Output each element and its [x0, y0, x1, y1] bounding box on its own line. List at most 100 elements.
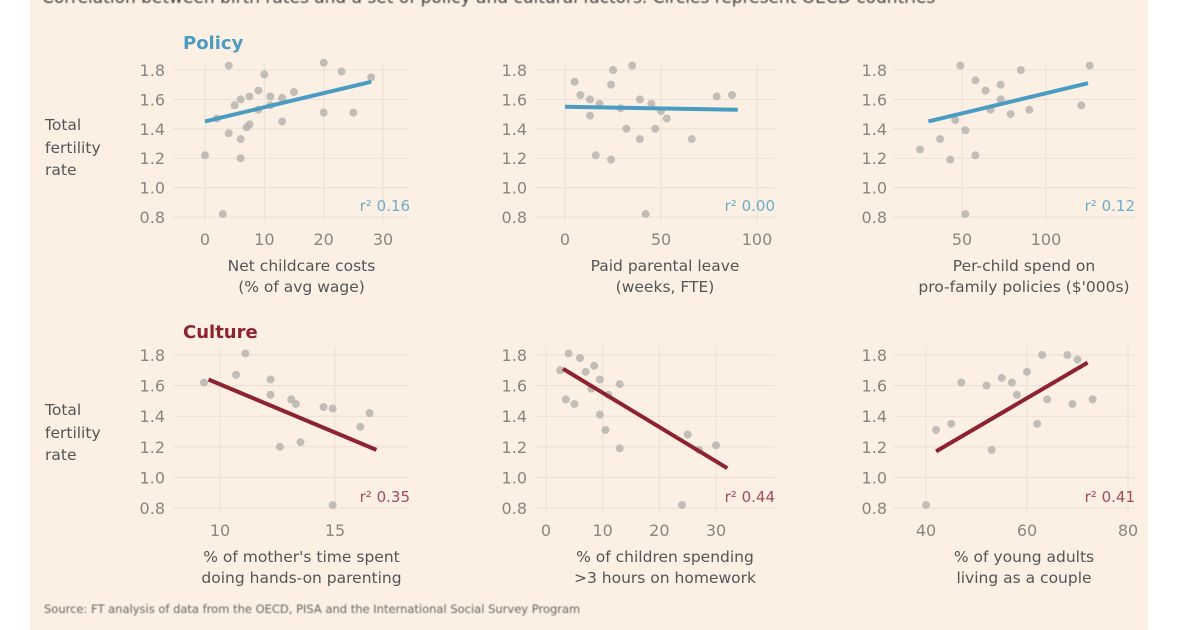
x-tick-label: 15: [325, 521, 345, 540]
data-point: [971, 151, 980, 160]
y-axis-title-line: fertility: [45, 424, 101, 442]
x-tick-label: 30: [706, 521, 726, 540]
data-point: [595, 375, 604, 384]
data-point: [961, 126, 970, 135]
trend-line: [561, 367, 729, 470]
x-tick-label: 0: [541, 521, 551, 540]
data-point: [662, 114, 671, 123]
r-squared-label: r² 0.41: [1085, 488, 1135, 506]
data-point: [296, 438, 305, 447]
data-point: [278, 117, 287, 126]
y-tick-label: 1.8: [140, 61, 165, 80]
data-point: [957, 378, 966, 387]
data-point: [1007, 378, 1016, 387]
data-point: [365, 409, 374, 418]
data-point: [356, 422, 365, 431]
y-tick-label: 1.2: [502, 149, 527, 168]
data-point: [278, 93, 287, 102]
data-point: [328, 404, 337, 413]
x-tick-label: 50: [952, 230, 972, 249]
data-point: [1025, 105, 1034, 114]
x-tick-label: 100: [742, 230, 773, 249]
y-tick-label: 1.8: [862, 61, 887, 80]
y-axis-title-line: rate: [45, 446, 76, 464]
data-point: [647, 99, 656, 108]
y-tick-label: 0.8: [862, 499, 887, 518]
y-tick-label: 1.6: [502, 90, 527, 109]
data-point: [728, 90, 737, 99]
x-tick-label: 10: [254, 230, 274, 249]
y-tick-label: 1.4: [502, 120, 527, 139]
y-tick-label: 1.2: [140, 149, 165, 168]
x-axis-title: doing hands-on parenting: [201, 569, 401, 587]
y-axis-title-line: fertility: [45, 139, 101, 157]
data-point: [319, 58, 328, 67]
data-point: [946, 155, 955, 164]
y-tick-label: 1.6: [502, 377, 527, 396]
data-point: [585, 111, 594, 120]
data-point: [609, 66, 617, 74]
data-point: [201, 151, 209, 160]
r-squared-label: r² 0.00: [725, 197, 775, 215]
data-point: [615, 444, 624, 453]
data-point: [561, 395, 570, 404]
x-axis-title: living as a couple: [956, 569, 1091, 587]
data-point: [997, 373, 1006, 382]
data-point: [224, 129, 233, 138]
y-tick-label: 1.0: [140, 468, 165, 487]
data-point: [635, 135, 644, 144]
data-point: [290, 88, 298, 97]
data-point: [254, 86, 263, 95]
data-point: [576, 354, 584, 363]
data-point: [245, 92, 254, 101]
data-point: [232, 370, 241, 379]
data-point: [678, 500, 686, 509]
x-tick-label: 20: [649, 521, 669, 540]
data-point: [585, 95, 594, 104]
y-tick-label: 1.6: [140, 377, 165, 396]
data-point: [236, 95, 245, 104]
x-axis-title: (weeks, FTE): [616, 278, 715, 296]
data-point: [595, 410, 604, 419]
data-point: [1088, 395, 1097, 404]
data-point: [996, 95, 1005, 104]
x-tick-label: 20: [313, 230, 333, 249]
data-point: [987, 445, 996, 454]
data-point: [641, 210, 650, 219]
data-point: [199, 378, 208, 387]
data-point: [1063, 351, 1072, 359]
data-point: [576, 90, 585, 99]
y-tick-label: 1.2: [502, 438, 527, 457]
data-point: [683, 430, 692, 439]
data-point: [266, 375, 275, 384]
r-squared-label: r² 0.35: [360, 488, 410, 506]
data-point: [628, 61, 637, 70]
y-axis-title-line: Total: [44, 401, 81, 419]
data-point: [564, 349, 573, 358]
trend-line: [204, 79, 372, 124]
x-tick-label: 0: [200, 230, 210, 249]
x-axis-title: pro-family policies ($'000s): [918, 278, 1129, 296]
x-tick-label: 80: [1118, 521, 1138, 540]
data-point: [591, 151, 600, 160]
data-point: [996, 80, 1005, 89]
x-tick-label: 100: [1031, 230, 1062, 249]
data-point: [956, 61, 965, 70]
section-label: Policy: [183, 33, 244, 54]
y-tick-label: 1.8: [140, 346, 165, 365]
data-point: [245, 120, 254, 129]
x-tick-label: 0: [560, 230, 570, 249]
data-point: [266, 390, 275, 399]
data-point: [556, 366, 565, 375]
right-margin: [1148, 0, 1200, 630]
data-point: [218, 210, 227, 219]
x-axis-title: % of young adults: [954, 548, 1094, 566]
data-point: [1043, 395, 1052, 404]
x-tick-label: 30: [373, 230, 393, 249]
data-point: [1077, 101, 1086, 110]
data-point: [622, 124, 631, 133]
data-point: [651, 124, 660, 133]
data-point: [337, 67, 346, 76]
data-point: [590, 361, 599, 370]
